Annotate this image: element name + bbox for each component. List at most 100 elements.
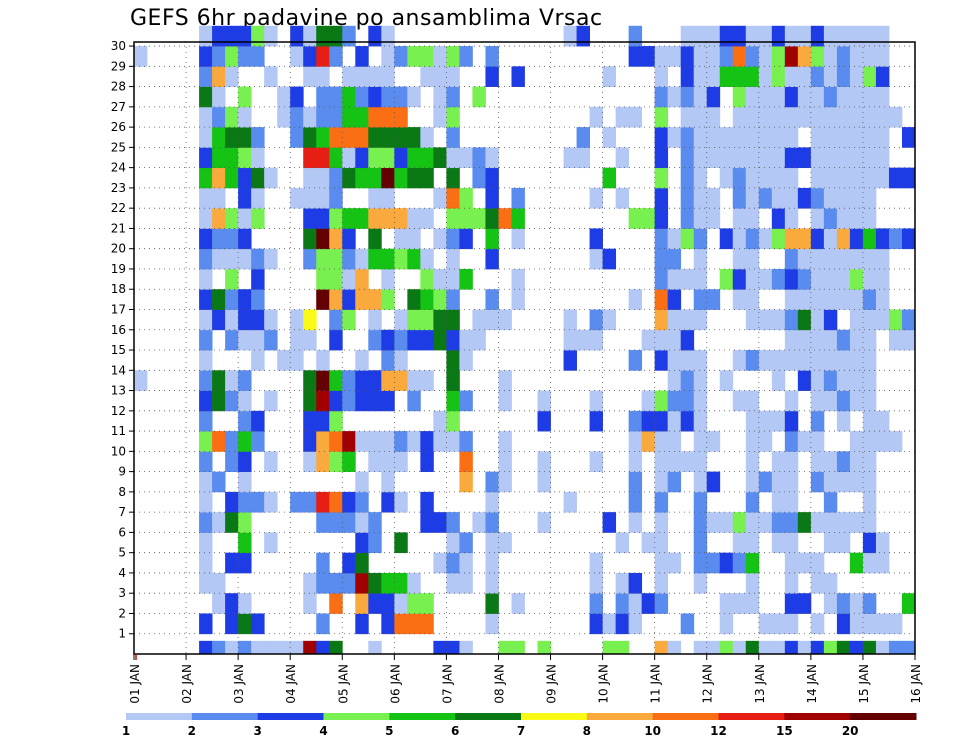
heatmap-cell [862,552,877,574]
heatmap-cell [784,329,799,351]
heatmap-cell [225,512,239,533]
heatmap-cell [420,512,434,533]
heatmap-cell [745,289,760,310]
heatmap-cell [693,390,708,412]
heatmap-cell [368,309,382,331]
heatmap-cell [199,572,213,594]
legend-swatch [586,713,654,720]
heatmap-cell [849,289,864,310]
heatmap-cell [693,532,708,554]
heatmap-cell [628,512,643,533]
heatmap-cell [823,491,838,513]
heatmap-cell [719,167,734,189]
heatmap-cell [771,451,786,473]
heatmap-cell [667,329,682,351]
heatmap-cell [784,25,799,47]
heatmap-cell [446,167,460,189]
heatmap-cell [797,86,812,108]
heatmap-cell [745,66,760,87]
heatmap-cell [745,106,760,128]
heatmap-cell [862,248,877,270]
heatmap-cell [706,289,721,310]
heatmap-cell [420,46,434,67]
heatmap-cell [823,289,838,310]
heatmap-cell [485,471,499,493]
heatmap-cell [485,187,499,209]
heatmap-cell [576,127,590,148]
heatmap-cell [745,46,760,67]
heatmap-cell [446,431,460,452]
heatmap-cell [303,208,317,229]
heatmap-cell [862,451,877,473]
heatmap-cell [316,289,330,310]
heatmap-cell [758,25,773,47]
heatmap-cell [329,370,343,391]
heatmap-cell [810,66,825,87]
heatmap-cell [641,208,656,229]
x-tick-label: 11 JAN [649,664,663,704]
heatmap-cell [420,613,434,635]
heatmap-cell [745,471,760,493]
heatmap-cell [706,46,721,67]
heatmap-cell [589,572,603,594]
heatmap-cell [472,208,486,229]
heatmap-cell [693,552,708,574]
heatmap-cell [368,512,382,533]
heatmap-cell [511,228,525,250]
heatmap-cell [862,410,877,432]
y-tick-label: 19 [111,262,126,276]
heatmap-cell [745,640,760,655]
heatmap-cell [355,66,369,87]
heatmap-cell [303,167,317,189]
heatmap-cell [446,127,460,148]
heatmap-cell [225,46,239,67]
heatmap-cell [498,431,512,452]
heatmap-cell [420,127,434,148]
heatmap-cell [199,66,213,87]
heatmap-cell [667,390,682,412]
heatmap-cell [381,147,395,169]
heatmap-cell [433,268,447,290]
heatmap-cell [836,329,851,351]
heatmap-cell [667,268,682,290]
heatmap-cell [862,46,877,67]
heatmap-cell [225,613,239,635]
heatmap-cell [836,25,851,47]
heatmap-cell [654,147,669,169]
y-tick-label: 8 [118,485,126,499]
heatmap-cell [576,329,590,351]
heatmap-cell [212,248,226,270]
heatmap-cell [875,248,890,270]
heatmap-cell [784,410,799,432]
heatmap-cell [264,167,278,189]
heatmap-cell [862,350,877,371]
heatmap-cell [394,147,408,169]
heatmap-cell [329,147,343,169]
x-axis: 01 JAN 02 JAN 03 JAN 04 JAN 05 JAN 06 JAN 07 J… [128,654,923,704]
legend-level-label: 5 [385,724,393,738]
heatmap-cell [745,593,760,614]
heatmap-cell [251,350,265,371]
heatmap-cell [771,613,786,635]
heatmap-cell [485,208,499,229]
heatmap-cell [420,66,434,87]
heatmap-cell [407,127,421,148]
heatmap-cell [797,248,812,270]
heatmap-cell [433,228,447,250]
heatmap-cell [745,25,760,47]
heatmap-cell [199,451,213,473]
y-tick-label: 7 [118,505,126,519]
heatmap-cell [862,228,877,250]
heatmap-cell [771,25,786,47]
heatmap-cell [862,208,877,229]
heatmap-cell [212,66,226,87]
heatmap-cell [862,593,877,614]
heatmap-cell [342,370,356,391]
heatmap-cell [589,248,603,270]
heatmap-cell [823,66,838,87]
heatmap-cell [446,208,460,229]
heatmap-cell [381,187,395,209]
y-tick-label: 2 [118,606,126,620]
heatmap-cell [329,167,343,189]
heatmap-cell [680,350,695,371]
